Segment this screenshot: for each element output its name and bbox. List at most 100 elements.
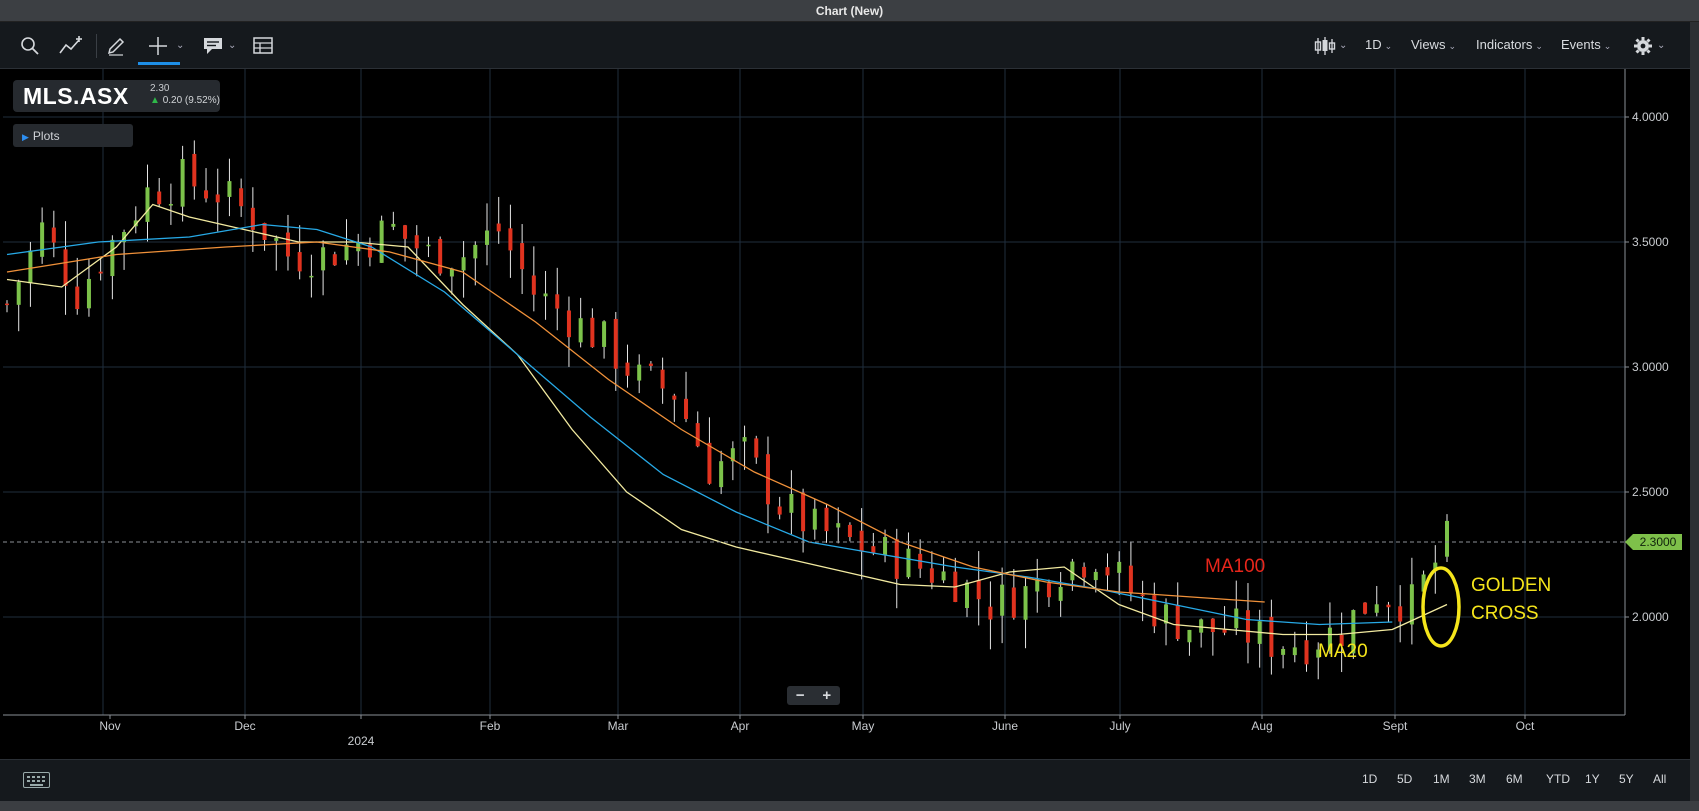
candle-body bbox=[531, 275, 536, 295]
candle bbox=[672, 393, 677, 422]
settings-gear-icon[interactable] bbox=[1630, 34, 1656, 58]
candle bbox=[63, 221, 68, 315]
candle bbox=[1327, 602, 1332, 654]
candle-body bbox=[28, 250, 33, 284]
candle-body bbox=[321, 247, 326, 271]
symbol-label: MLS.ASX bbox=[23, 83, 129, 109]
chart-type-candles-icon[interactable] bbox=[1312, 34, 1338, 58]
candle bbox=[531, 246, 536, 312]
draw-pencil-icon[interactable] bbox=[103, 34, 129, 58]
interval-label: 1D bbox=[1365, 37, 1382, 52]
candle-body bbox=[250, 207, 255, 230]
candle-body bbox=[672, 395, 677, 400]
indicators-menu[interactable]: Indicators ⌄ bbox=[1476, 37, 1543, 52]
candle bbox=[1175, 582, 1180, 642]
candle bbox=[859, 508, 864, 580]
candle-body bbox=[1421, 574, 1426, 592]
candle-body bbox=[847, 524, 852, 538]
candle bbox=[976, 551, 981, 626]
candle-body bbox=[1433, 562, 1438, 571]
candle-body bbox=[637, 364, 642, 381]
range-button-ytd[interactable]: YTD bbox=[1546, 772, 1570, 786]
candle bbox=[449, 267, 454, 295]
comment-icon[interactable] bbox=[200, 34, 226, 58]
candle-body bbox=[625, 362, 630, 376]
crosshair-icon[interactable] bbox=[145, 34, 171, 58]
candle bbox=[836, 507, 841, 544]
range-button-1y[interactable]: 1Y bbox=[1585, 772, 1600, 786]
range-button-all[interactable]: All bbox=[1653, 772, 1667, 786]
candles bbox=[5, 140, 1449, 680]
candle-body bbox=[1000, 584, 1005, 616]
candle-body bbox=[929, 568, 934, 583]
candle bbox=[1234, 580, 1239, 636]
candle bbox=[660, 357, 665, 404]
settings-dropdown-icon[interactable]: ⌄ bbox=[1657, 40, 1666, 51]
annotation-ma100: MA100 bbox=[1205, 556, 1265, 577]
ma-line-ma100 bbox=[6, 241, 1265, 603]
candle bbox=[578, 297, 583, 348]
candle bbox=[110, 235, 115, 300]
plots-toggle[interactable]: ▶ Plots bbox=[13, 124, 133, 147]
candle-body bbox=[976, 579, 981, 600]
candle bbox=[168, 183, 173, 225]
candle bbox=[988, 581, 993, 650]
range-button-1d[interactable]: 1D bbox=[1362, 772, 1378, 786]
candle bbox=[297, 225, 302, 280]
candle bbox=[1187, 629, 1192, 656]
views-menu[interactable]: Views ⌄ bbox=[1411, 37, 1456, 52]
last-price: 2.30 bbox=[150, 83, 170, 94]
table-icon[interactable] bbox=[250, 34, 276, 58]
range-button-6m[interactable]: 6M bbox=[1506, 772, 1523, 786]
annotation-golden: GOLDEN bbox=[1471, 575, 1551, 596]
candle bbox=[707, 417, 712, 485]
chart-area[interactable]: 4.0000 3.5000 3.0000 2.5000 2.0000 Nov Dec 2024… bbox=[0, 69, 1690, 759]
comment-dropdown-icon[interactable]: ⌄ bbox=[228, 40, 237, 51]
zoom-in-button[interactable]: + bbox=[822, 687, 832, 704]
candle-body bbox=[391, 223, 396, 227]
chart-type-dropdown-icon[interactable]: ⌄ bbox=[1339, 40, 1348, 51]
x-tick-label: Oct bbox=[1516, 719, 1535, 733]
range-button-5y[interactable]: 5Y bbox=[1619, 772, 1634, 786]
zoom-out-button[interactable]: − bbox=[795, 687, 805, 704]
candle-body bbox=[1222, 629, 1227, 633]
candle bbox=[274, 235, 279, 271]
candle-body bbox=[1409, 584, 1414, 625]
grid-lines bbox=[3, 69, 1625, 715]
candle-body bbox=[1058, 586, 1063, 601]
candle-body bbox=[871, 546, 876, 553]
candle-body bbox=[1128, 565, 1133, 594]
window-scrollbar[interactable] bbox=[1690, 22, 1699, 802]
zoom-control: − + bbox=[787, 686, 840, 705]
events-menu[interactable]: Events ⌄ bbox=[1561, 37, 1612, 52]
search-icon[interactable] bbox=[17, 34, 43, 58]
interval-menu[interactable]: 1D ⌄ bbox=[1365, 37, 1393, 52]
range-button-1m[interactable]: 1M bbox=[1433, 772, 1450, 786]
candle bbox=[5, 300, 9, 313]
toolbar-divider bbox=[96, 34, 97, 58]
candle-body bbox=[1070, 561, 1075, 581]
candle bbox=[1105, 553, 1110, 591]
keyboard-icon[interactable] bbox=[23, 772, 50, 788]
y-tick-label: 2.0000 bbox=[1632, 610, 1669, 624]
x-tick-label: Nov bbox=[99, 719, 120, 733]
candle-body bbox=[906, 548, 911, 578]
candle-body bbox=[1245, 610, 1250, 643]
candle bbox=[438, 236, 443, 276]
range-button-3m[interactable]: 3M bbox=[1469, 772, 1486, 786]
candle bbox=[1199, 618, 1204, 648]
studies-icon[interactable] bbox=[58, 34, 84, 58]
candle-body bbox=[133, 220, 138, 227]
candle bbox=[648, 361, 653, 371]
candle-body bbox=[719, 461, 724, 488]
candle bbox=[215, 168, 220, 232]
price-chart[interactable]: 4.0000 3.5000 3.0000 2.5000 2.0000 Nov Dec 2024… bbox=[0, 69, 1690, 759]
candle-body bbox=[309, 275, 314, 278]
range-button-5d[interactable]: 5D bbox=[1397, 772, 1413, 786]
quote-header[interactable]: MLS.ASX 2.30 ▲ 0.20 (9.52%) bbox=[13, 80, 220, 112]
crosshair-dropdown-icon[interactable]: ⌄ bbox=[176, 40, 185, 51]
candle-body bbox=[262, 222, 267, 240]
candle bbox=[1140, 580, 1145, 622]
candle bbox=[719, 450, 724, 495]
candle-body bbox=[1152, 595, 1157, 627]
